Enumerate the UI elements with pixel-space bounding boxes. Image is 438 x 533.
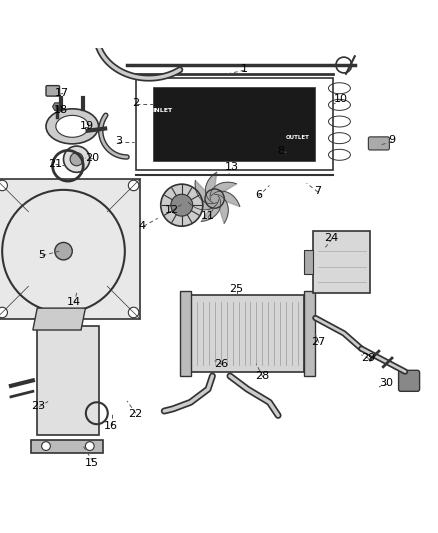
Text: 7: 7	[314, 186, 321, 196]
Text: 10: 10	[334, 94, 348, 104]
Polygon shape	[33, 308, 85, 330]
Circle shape	[64, 146, 90, 172]
Polygon shape	[201, 196, 221, 222]
Circle shape	[55, 243, 72, 260]
Ellipse shape	[46, 109, 99, 144]
Text: 21: 21	[48, 159, 62, 168]
Text: 29: 29	[361, 353, 375, 362]
Text: 15: 15	[85, 458, 99, 468]
Text: 28: 28	[255, 371, 269, 381]
Polygon shape	[180, 290, 191, 376]
Text: INLET: INLET	[152, 108, 172, 113]
Polygon shape	[304, 290, 315, 376]
Text: 23: 23	[32, 401, 46, 411]
Polygon shape	[215, 194, 228, 223]
Polygon shape	[0, 179, 140, 319]
Polygon shape	[313, 231, 370, 293]
Text: 12: 12	[165, 205, 179, 215]
Text: 24: 24	[324, 233, 338, 243]
Polygon shape	[31, 440, 103, 453]
Polygon shape	[205, 172, 217, 203]
Text: 9: 9	[389, 135, 396, 146]
Text: 11: 11	[201, 211, 215, 221]
Polygon shape	[188, 199, 219, 210]
FancyBboxPatch shape	[46, 86, 60, 96]
Circle shape	[0, 180, 7, 191]
FancyBboxPatch shape	[368, 137, 389, 150]
Circle shape	[205, 189, 224, 208]
Polygon shape	[53, 103, 61, 110]
FancyBboxPatch shape	[399, 370, 420, 391]
Polygon shape	[210, 182, 237, 199]
Text: 13: 13	[225, 161, 239, 172]
Text: 16: 16	[104, 422, 118, 431]
Circle shape	[128, 180, 139, 191]
Text: 5: 5	[38, 249, 45, 260]
Polygon shape	[191, 295, 304, 372]
Polygon shape	[153, 87, 315, 161]
Text: 26: 26	[214, 359, 228, 369]
Text: 4: 4	[139, 221, 146, 231]
Polygon shape	[211, 191, 240, 207]
Polygon shape	[304, 250, 313, 274]
Circle shape	[171, 194, 193, 216]
Text: 2: 2	[132, 98, 139, 108]
Text: 30: 30	[379, 378, 393, 389]
Text: 20: 20	[85, 153, 99, 163]
Text: 6: 6	[255, 190, 262, 200]
Circle shape	[85, 442, 94, 450]
Circle shape	[0, 307, 7, 318]
Text: 22: 22	[128, 409, 142, 419]
Text: 27: 27	[311, 337, 325, 347]
Text: 18: 18	[54, 104, 68, 115]
Circle shape	[128, 307, 139, 318]
Text: OUTLET: OUTLET	[286, 135, 310, 141]
Text: 19: 19	[80, 122, 94, 131]
Text: 8: 8	[278, 146, 285, 156]
Text: 17: 17	[55, 87, 69, 98]
Ellipse shape	[56, 115, 88, 138]
Text: 1: 1	[241, 64, 248, 75]
Circle shape	[161, 184, 203, 226]
Text: 14: 14	[67, 297, 81, 308]
Polygon shape	[195, 180, 216, 204]
Circle shape	[42, 442, 50, 450]
Text: 25: 25	[230, 284, 244, 294]
Circle shape	[70, 152, 83, 166]
Text: 3: 3	[115, 136, 122, 146]
Polygon shape	[37, 326, 99, 435]
